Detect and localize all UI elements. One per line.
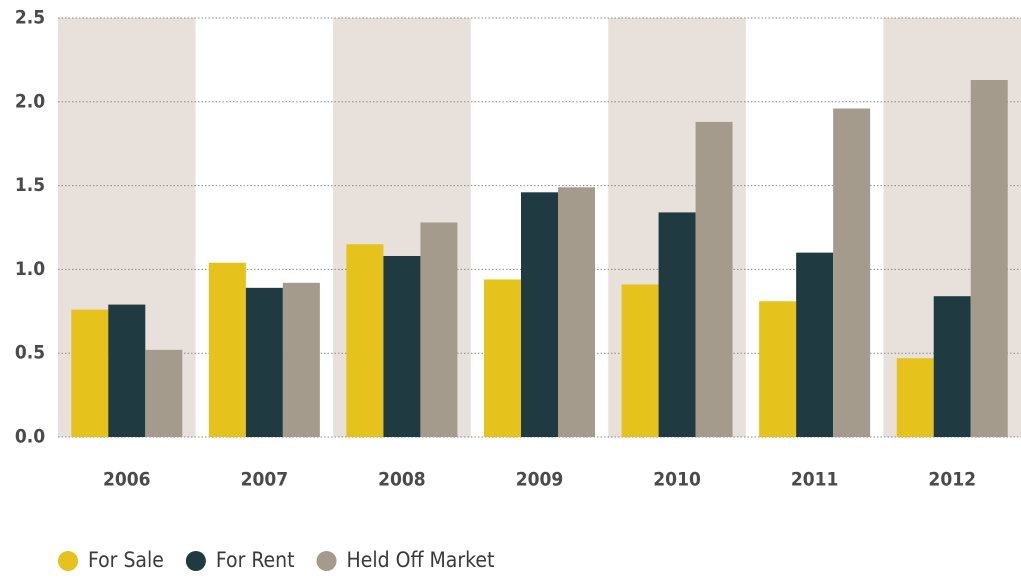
x-tick-label: 2010 [653,469,701,491]
bar [521,192,558,437]
bar [245,287,283,437]
bar [346,244,384,437]
bar [484,279,521,437]
x-tick-label: 2006 [103,469,151,491]
y-tick-label: 0.0 [15,426,45,448]
y-tick-label: 2.5 [15,7,45,29]
legend: For Sale For Rent Held Off Market [58,548,494,572]
bar [145,349,183,437]
bar [970,80,1008,438]
y-tick-label: 2.0 [15,90,45,112]
bar [695,121,733,438]
x-tick-label: 2012 [928,469,976,491]
bar [796,252,834,437]
bar [933,296,971,437]
legend-swatch [316,551,337,571]
bar [420,222,458,437]
x-tick-label: 2008 [378,469,426,491]
bar [383,255,421,437]
bar [896,358,934,437]
x-tick-label: 2011 [791,469,839,491]
y-tick-label: 0.5 [15,342,45,364]
x-tick-label: 2009 [516,469,564,491]
bar [208,262,246,437]
bar [282,282,320,437]
x-tick-label: 2007 [241,469,289,491]
y-tick-label: 1.0 [15,258,45,280]
legend-label: Held Off Market [347,548,495,572]
legend-label: For Rent [216,548,295,572]
bar [759,301,797,437]
bar [658,212,696,437]
legend-swatch [58,551,78,571]
bar [833,108,871,437]
plot: 0.0 0.5 1.0 1.5 2.0 2.5 2006 2007 2008 2009 2010 20… [15,7,1021,491]
bar [621,284,659,437]
bar [558,187,595,437]
bar [71,309,109,437]
legend-label: For Sale [88,548,164,572]
legend-swatch [185,551,206,571]
bar [108,304,146,437]
y-tick-label: 1.5 [15,174,45,196]
